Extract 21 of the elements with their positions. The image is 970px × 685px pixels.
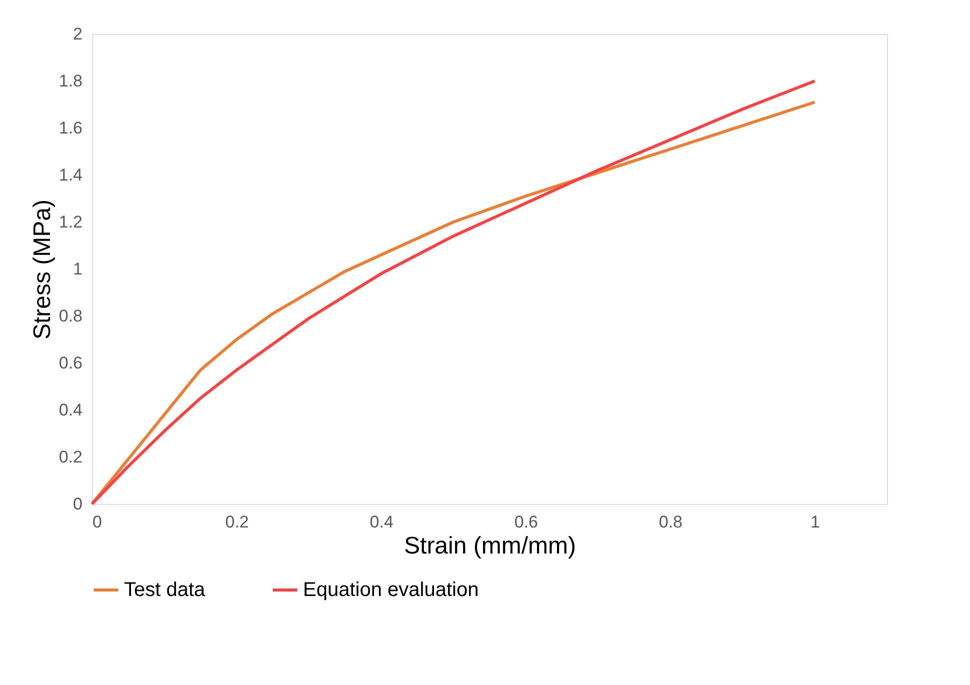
y-axis-title: Stress (MPa)	[28, 199, 56, 340]
y-tick-label: 0.8	[58, 306, 82, 326]
legend-label: Test data	[124, 579, 206, 601]
y-tick-label: 0.2	[58, 448, 82, 466]
x-tick-label: 0.8	[658, 512, 682, 532]
x-tick-label: 0.2	[225, 512, 249, 532]
x-tick-label: 0	[92, 512, 102, 532]
y-tick-label: 0.4	[58, 400, 82, 420]
x-tick-label: 0.4	[370, 512, 394, 532]
y-tick-label: 1.6	[58, 118, 82, 138]
y-tick-label: 2	[73, 24, 82, 44]
legend-label: Equation evaluation	[303, 579, 479, 601]
y-tick-label: 0.6	[58, 354, 82, 372]
y-tick-label: 1	[73, 260, 82, 278]
y-tick-label: 1.4	[58, 166, 82, 184]
x-axis-title: Strain (mm/mm)	[404, 532, 576, 560]
y-tick-label: 1.2	[58, 212, 82, 232]
y-tick-label: 0	[73, 494, 82, 514]
x-tick-label: 0.6	[514, 512, 538, 532]
y-tick-label: 1.8	[58, 72, 82, 90]
x-tick-label: 1	[810, 512, 820, 532]
